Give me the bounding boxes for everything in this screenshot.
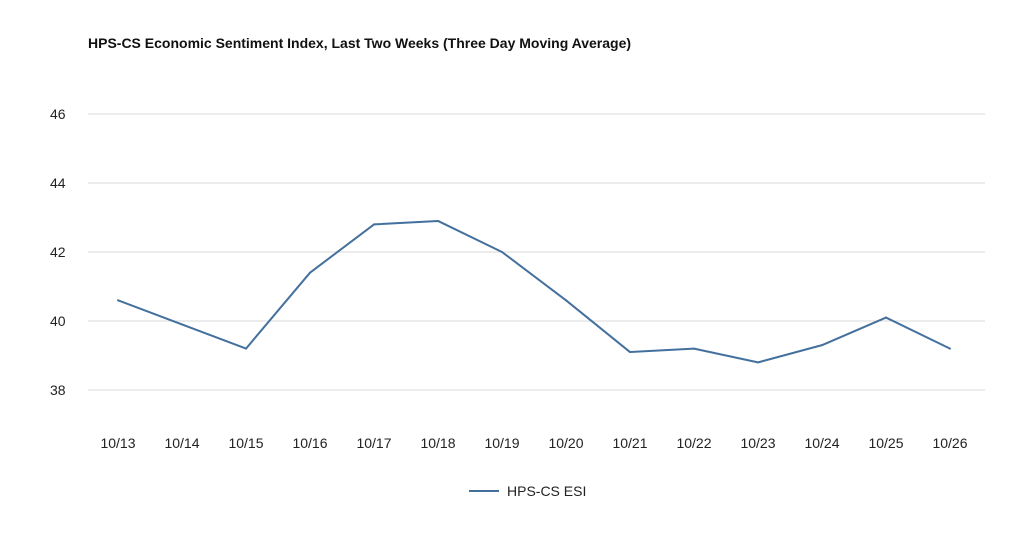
x-tick-label: 10/14 xyxy=(164,435,199,451)
series-line xyxy=(117,219,951,364)
y-tick-label: 40 xyxy=(50,313,66,329)
x-tick-label: 10/21 xyxy=(612,435,647,451)
data-point xyxy=(245,347,247,350)
data-point xyxy=(757,361,759,364)
data-point xyxy=(309,271,311,274)
x-tick-label: 10/19 xyxy=(484,435,519,451)
chart-title: HPS-CS Economic Sentiment Index, Last Tw… xyxy=(88,35,632,51)
data-point xyxy=(693,347,695,350)
x-tick-label: 10/20 xyxy=(548,435,583,451)
x-axis-ticks: 10/13 10/14 10/15 10/16 10/17 10/18 10/19 10/20… xyxy=(100,435,967,451)
data-point xyxy=(437,219,439,222)
data-point xyxy=(373,223,375,226)
series-layer xyxy=(117,219,951,364)
x-tick-label: 10/15 xyxy=(228,435,263,451)
data-point xyxy=(501,251,503,253)
x-tick-label: 10/24 xyxy=(804,435,839,451)
x-tick-label: 10/17 xyxy=(356,435,391,451)
x-tick-label: 10/23 xyxy=(740,435,775,451)
x-tick-label: 10/26 xyxy=(932,435,967,451)
data-point xyxy=(629,351,631,354)
x-tick-label: 10/22 xyxy=(676,435,711,451)
data-point xyxy=(821,344,823,347)
y-tick-label: 42 xyxy=(50,244,66,260)
gridlines xyxy=(88,113,985,391)
data-point xyxy=(949,347,951,350)
legend-label: HPS-CS ESI xyxy=(507,483,587,499)
y-tick-label: 38 xyxy=(50,382,66,398)
legend: HPS-CS ESI xyxy=(469,483,586,499)
data-point xyxy=(565,299,567,302)
y-tick-label: 46 xyxy=(50,106,66,122)
x-tick-label: 10/16 xyxy=(292,435,327,451)
data-point xyxy=(117,299,119,302)
x-tick-label: 10/25 xyxy=(868,435,903,451)
data-point xyxy=(181,323,183,326)
data-point xyxy=(885,316,887,319)
y-tick-label: 44 xyxy=(50,175,66,191)
legend-swatch xyxy=(469,490,499,492)
x-tick-label: 10/18 xyxy=(420,435,455,451)
y-axis-ticks: 38 40 42 44 46 xyxy=(50,106,66,398)
x-tick-label: 10/13 xyxy=(100,435,135,451)
